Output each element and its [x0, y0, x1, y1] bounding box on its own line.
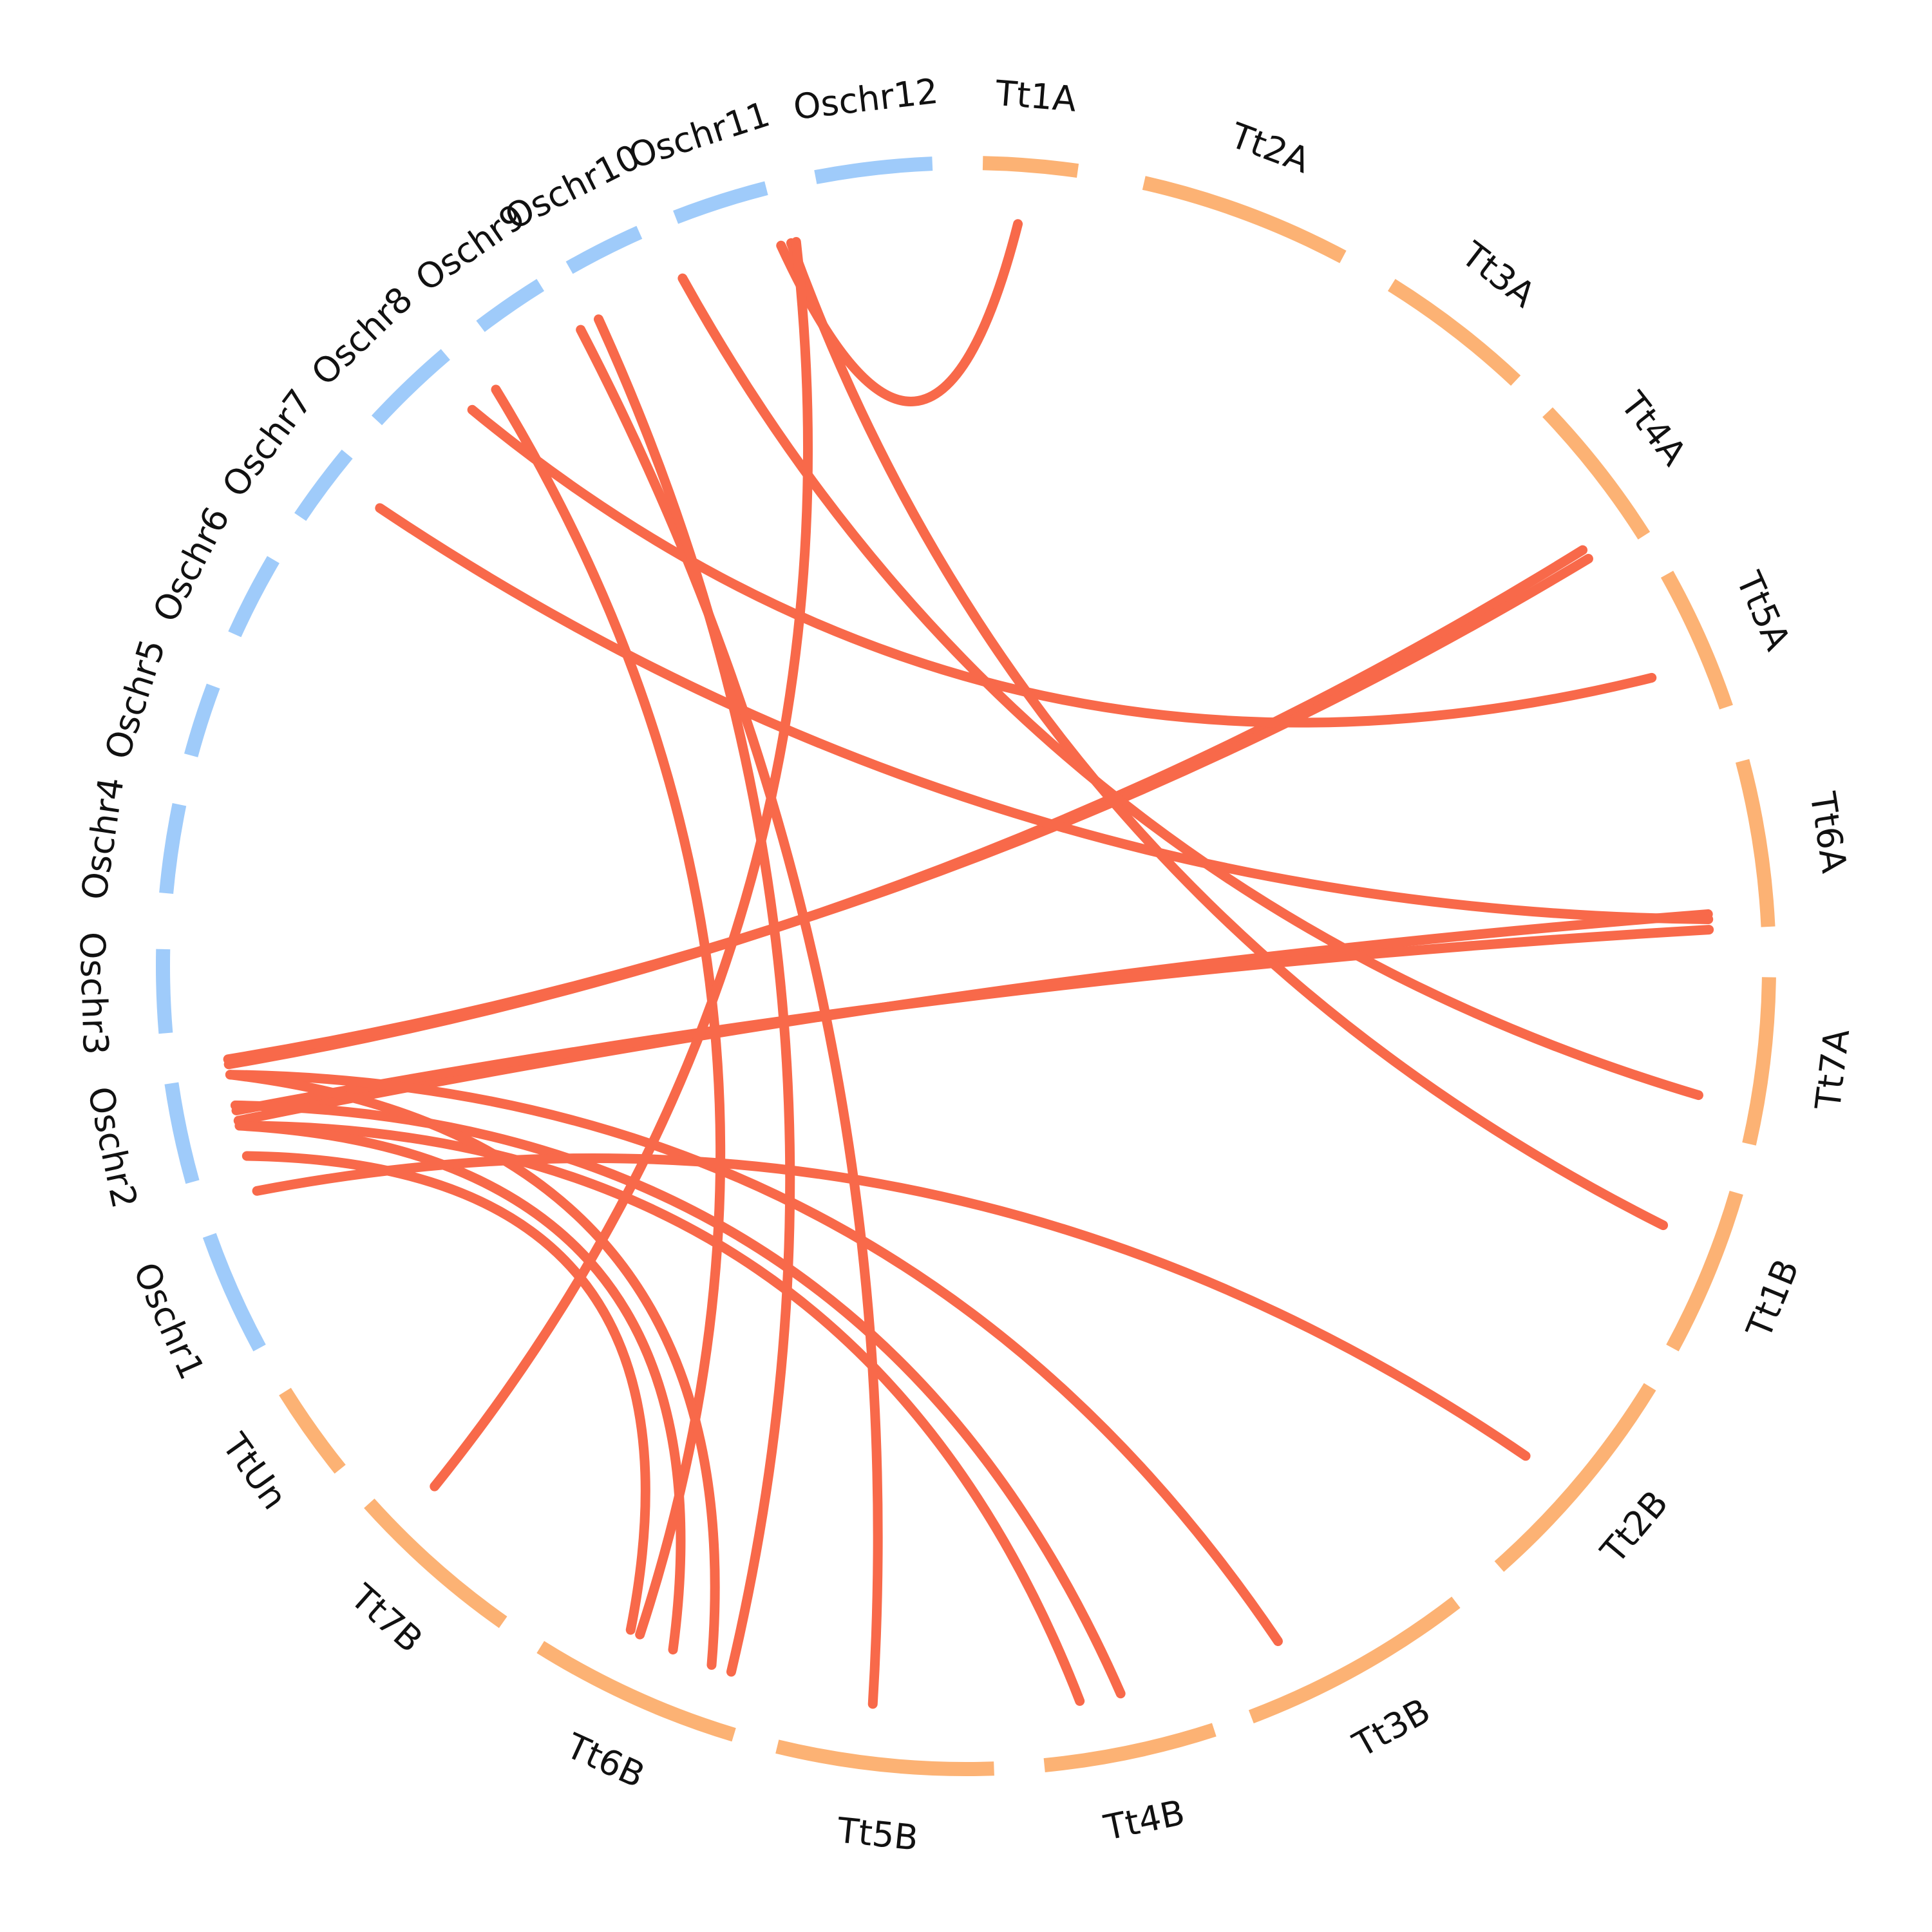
- segment-oschr8: [371, 348, 450, 426]
- segment-oschr12: [814, 156, 933, 184]
- label-tt1a: Tt1A: [994, 73, 1078, 120]
- label-oschr4: Oschr4: [73, 775, 131, 902]
- label-tt4a: Tt4A: [1613, 384, 1695, 473]
- label-oschr7: Oschr7: [214, 382, 321, 505]
- label-oschr10: Oschr10: [498, 137, 647, 238]
- segment-tt1a: [982, 156, 1079, 178]
- label-oschr12: Oschr12: [791, 71, 940, 128]
- label-tt4b: Tt4B: [1100, 1792, 1188, 1849]
- segment-tt6a: [1735, 759, 1776, 927]
- synteny-link: [231, 925, 1714, 1115]
- label-tt6b: Tt6B: [560, 1725, 650, 1796]
- synteny-link: [375, 503, 1714, 924]
- segment-oschr10: [565, 225, 643, 274]
- chromosome-segments: [155, 156, 1776, 1776]
- segment-ttun: [279, 1387, 346, 1474]
- label-oschr11: Oschr11: [624, 93, 775, 176]
- synteny-link: [576, 325, 883, 1709]
- segment-tt4a: [1542, 407, 1651, 540]
- synteny-link: [234, 1121, 686, 1655]
- segment-tt7b: [364, 1499, 507, 1628]
- segment-tt4b: [1043, 1723, 1217, 1772]
- segment-tt5a: [1660, 571, 1733, 710]
- synteny-link: [225, 1070, 1283, 1646]
- label-oschr8: Oschr8: [303, 279, 421, 393]
- label-oschr3: Oschr3: [71, 931, 116, 1056]
- segment-oschr3: [155, 949, 173, 1034]
- label-tt7a: Tt7A: [1808, 1027, 1858, 1112]
- label-tt7b: Tt7B: [343, 1576, 430, 1660]
- synteny-link: [234, 1121, 1085, 1706]
- synteny-link: [467, 404, 1657, 728]
- synteny-link: [593, 314, 795, 1677]
- segment-tt3b: [1248, 1596, 1461, 1724]
- synteny-link: [252, 1153, 1531, 1461]
- segment-tt3a: [1387, 279, 1521, 386]
- segment-oschr6: [228, 556, 279, 638]
- synteny-link: [491, 384, 726, 1640]
- label-oschr5: Oschr5: [97, 634, 173, 764]
- synteny-link: [786, 238, 1669, 1231]
- segment-oschr9: [476, 279, 545, 332]
- segment-oschr5: [184, 683, 220, 757]
- segment-tt2b: [1494, 1383, 1656, 1572]
- segment-oschr7: [294, 450, 353, 521]
- segment-oschr1: [202, 1233, 266, 1352]
- synteny-link: [223, 545, 1588, 1070]
- label-oschr2: Oschr2: [80, 1083, 145, 1212]
- label-tt2b: Tt2B: [1593, 1483, 1676, 1571]
- label-tt1b: Tt1B: [1738, 1253, 1806, 1344]
- segment-oschr11: [673, 181, 768, 224]
- segment-tt7a: [1742, 977, 1776, 1146]
- label-tt5b: Tt5B: [835, 1810, 920, 1858]
- label-oschr6: Oschr6: [145, 500, 238, 629]
- label-ttun: TtUn: [214, 1426, 295, 1517]
- segment-tt6b: [536, 1641, 736, 1742]
- label-tt3a: Tt3A: [1454, 234, 1543, 316]
- segment-tt5b: [775, 1739, 994, 1776]
- segment-tt2a: [1142, 176, 1347, 263]
- synteny-link: [430, 237, 813, 1492]
- segment-tt1b: [1666, 1190, 1743, 1352]
- segment-oschr4: [159, 803, 187, 894]
- label-tt5a: Tt5A: [1728, 565, 1798, 656]
- synteny-link: [223, 554, 1593, 1065]
- label-oschr1: Oschr1: [126, 1256, 213, 1385]
- label-tt3b: Tt3B: [1346, 1690, 1437, 1766]
- segment-oschr2: [164, 1082, 200, 1184]
- label-tt6a: Tt6A: [1802, 789, 1855, 876]
- synteny-links: [223, 219, 1714, 1709]
- label-tt2a: Tt2A: [1225, 115, 1316, 181]
- chromosome-labels: Tt1A Tt2A Tt3A Tt4A Tt5A Tt6A Tt7A Tt1B Tt2B Tt3B…: [71, 71, 1857, 1859]
- synteny-link: [225, 1070, 720, 1670]
